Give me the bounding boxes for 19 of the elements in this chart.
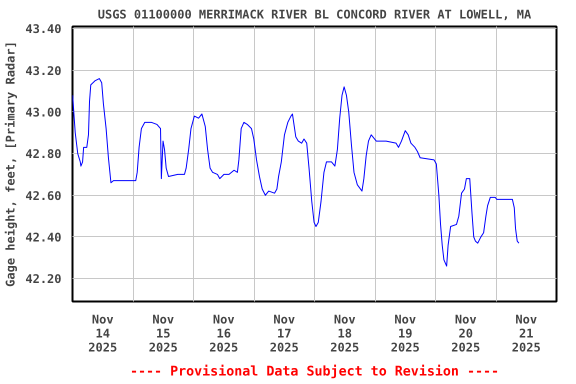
y-tick-label: 43.40 bbox=[25, 22, 62, 36]
x-tick-label: Nov 18 2025 bbox=[330, 312, 360, 354]
text: ---- Provisional Data Subject to Revision ---- bbox=[130, 364, 500, 380]
x-tick-label: Nov 20 2025 bbox=[451, 312, 480, 354]
x-tick-label: Nov 14 2025 bbox=[88, 312, 118, 354]
chart-title: USGS 01100000 MERRIMACK RIVER BL CONCORD RIVER AT LOWELL, MA bbox=[98, 8, 532, 22]
y-tick-label: 42.20 bbox=[25, 272, 62, 286]
x-tick-label: Nov 19 2025 bbox=[390, 312, 420, 354]
x-tick-label: Nov 15 2025 bbox=[148, 312, 178, 354]
line-series bbox=[72, 78, 520, 267]
x-tick-label: Nov 21 2025 bbox=[512, 312, 541, 354]
y-tick-label: 42.60 bbox=[25, 188, 62, 203]
y-tick-label: 43.00 bbox=[25, 105, 62, 120]
y-tick-label: 43.20 bbox=[25, 64, 62, 78]
y-tick-label: 42.80 bbox=[25, 147, 62, 162]
x-tick-label: Nov 16 2025 bbox=[209, 312, 238, 354]
y-axis-title: Gage height, feet, [Primary Radar] bbox=[3, 41, 18, 287]
y-tick-label: 42.40 bbox=[25, 230, 62, 244]
x-tick-label: Nov 17 2025 bbox=[270, 312, 299, 354]
